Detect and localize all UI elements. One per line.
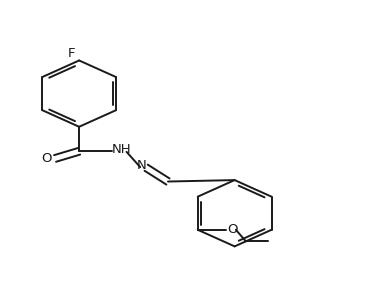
Text: O: O — [227, 223, 238, 236]
Text: N: N — [137, 159, 147, 172]
Text: NH: NH — [112, 143, 132, 156]
Text: F: F — [68, 47, 75, 60]
Text: O: O — [42, 152, 52, 165]
